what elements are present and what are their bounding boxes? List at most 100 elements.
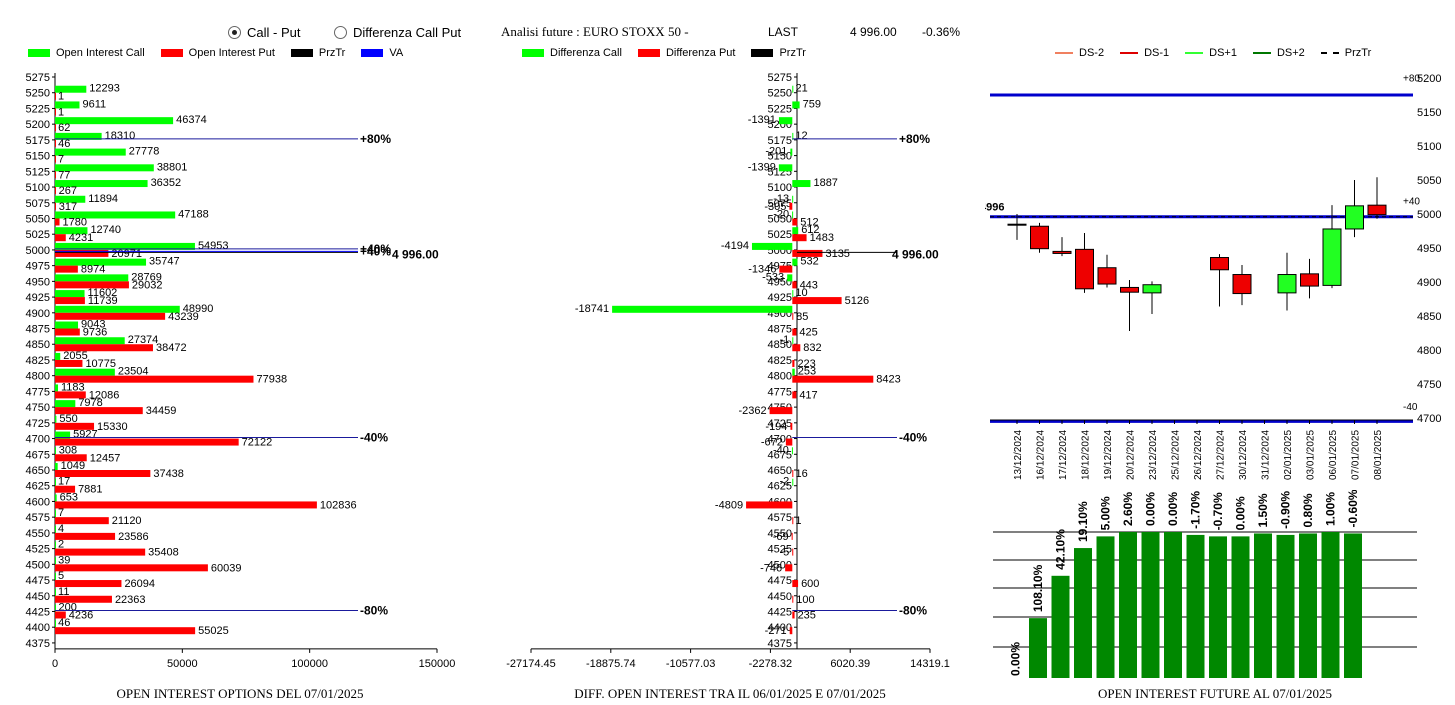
chart-diff-open-interest: 5275525052255200517551505125510050755050… [506,72,950,668]
call-value-label: 612 [801,224,819,236]
put-bar [790,422,793,430]
call-bar [55,415,57,423]
strike-tick-label: 4975 [26,261,50,273]
strike-tick-label: 4650 [768,465,792,477]
radio-differenza[interactable]: Differenza Call Put [334,25,461,40]
put-value-label: 55025 [198,625,229,637]
put-value-label: 20971 [111,248,142,260]
call-bar [55,478,56,486]
oi-bar [1029,618,1047,678]
legend-item: Open Interest Call [28,47,145,59]
strike-tick-label: 5075 [26,198,50,210]
legend-swatch-icon [160,49,183,57]
put-value-label: 85 [796,311,808,323]
call-value-label: 4 [58,523,64,535]
put-value-label: -2362 [738,405,766,417]
strike-tick-label: 4525 [26,544,50,556]
call-bar [55,117,174,125]
legend-label: DS+1 [1209,47,1237,59]
put-bar [792,234,807,242]
put-value-label: 43239 [168,311,199,323]
strike-tick-label: 5175 [26,135,50,147]
strike-tick-label: 4600 [26,496,50,508]
x-tick-label: 150000 [419,658,456,668]
oi-bar [1074,548,1092,678]
strike-tick-label: 4950 [26,276,50,288]
x-tick-label: 6020.39 [830,658,870,668]
put-bar [55,548,146,556]
strike-tick-label: 4425 [768,606,792,618]
call-value-label: 11 [58,586,69,598]
put-bar [55,92,56,100]
call-value-label: 48990 [183,303,214,315]
call-value-label: 532 [800,256,818,268]
put-value-label: -194 [765,421,787,433]
put-bar [55,171,56,179]
call-value-label: 27778 [129,146,160,158]
strike-tick-label: 4625 [26,481,50,493]
level-label: +80% [899,132,930,146]
strike-tick-label: 4450 [26,591,50,603]
put-value-label: 16 [795,468,807,480]
put-bar [55,139,56,147]
radio-call-put[interactable]: Call - Put [228,25,300,40]
put-value-label: 4231 [69,232,93,244]
call-bar [792,101,800,109]
put-value-label: 21120 [112,515,142,527]
put-value-label: 9736 [83,327,107,339]
oi-bar [1209,536,1227,678]
legend-swatch-icon [751,49,774,57]
radio-selected-icon[interactable] [228,26,241,39]
oi-change-label: 1.50% [1256,493,1270,527]
y-tick-label: 4800 [1417,345,1441,357]
put-value-label: 1780 [63,216,87,228]
strike-tick-label: 4775 [768,386,792,398]
call-bar [55,148,126,156]
legend-label: Open Interest Call [56,47,145,59]
put-value-label: 832 [803,342,821,354]
oi-change-label: 2.60% [1121,492,1135,526]
call-bar [55,290,85,298]
put-bar [55,595,112,603]
oi-bar [1299,533,1317,678]
put-bar [55,344,153,352]
call-bar [55,494,57,502]
call-value-label: -1391 [748,114,776,126]
oi-change-label: 19.10% [1076,501,1090,542]
call-bar [55,510,56,518]
put-value-label: -672 [761,437,783,449]
strike-tick-label: 5000 [26,245,50,257]
radio-unselected-icon[interactable] [334,26,347,39]
put-value-label: 102836 [320,499,357,511]
put-bar [792,218,798,226]
strike-tick-label: 5225 [26,103,50,115]
put-value-label: 60039 [211,562,242,574]
put-bar [55,297,85,305]
date-tick-label: 07/01/2025 [1351,430,1362,480]
legend-line-icon [1252,52,1271,54]
call-value-label: 308 [59,444,77,456]
call-value-label: 1887 [813,177,837,189]
y-tick-label: 5000 [1417,209,1441,221]
candle-body [1075,248,1094,290]
oi-bar [1186,534,1205,678]
legend-label: DS+2 [1276,47,1305,59]
legend-swatch-icon [361,49,384,57]
candle-body [1120,286,1139,293]
strike-tick-label: 4525 [768,544,792,556]
y-tick-label: 5150 [1417,107,1441,119]
put-value-label: 26094 [124,578,155,590]
legend-item: DS+2 [1252,47,1305,59]
call-bar [55,400,76,408]
put-value-label: 223 [797,358,815,370]
put-value-label: 77938 [256,374,287,386]
call-bar [792,211,794,219]
put-value-label: 235 [798,609,816,621]
strike-tick-label: 5025 [26,229,50,241]
call-bar [792,478,794,486]
y-tick-label: 5100 [1417,141,1441,153]
put-bar [792,249,823,257]
call-bar [55,180,148,188]
put-bar [792,375,874,383]
